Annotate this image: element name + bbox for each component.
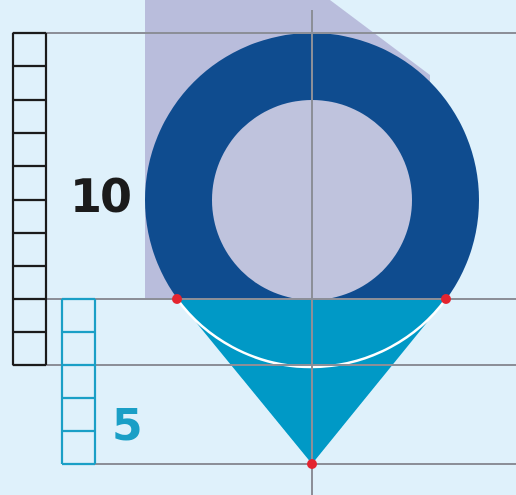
- small-scale-label: 5: [112, 400, 143, 451]
- mask-right: [312, 299, 480, 464]
- marker-right: [441, 294, 451, 304]
- marker-bottom: [307, 459, 317, 469]
- mask-left: [150, 299, 312, 464]
- small-scale-ruler: [60, 297, 97, 466]
- big-scale-ruler: [11, 31, 48, 367]
- big-scale-label: 10: [70, 169, 130, 223]
- marker-left: [172, 294, 182, 304]
